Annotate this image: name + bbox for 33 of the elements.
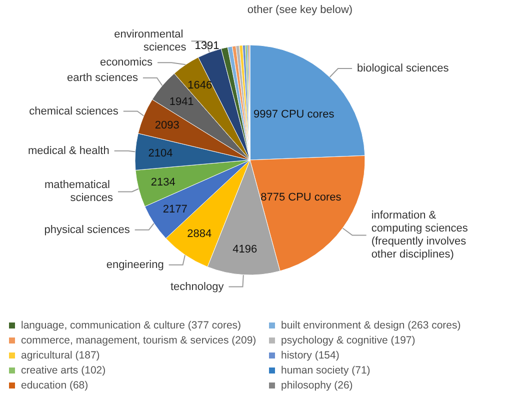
text: other (see key below) xyxy=(247,4,353,16)
data-label: 2104 xyxy=(148,148,173,160)
legend-label: history (154) xyxy=(281,350,340,362)
legend-label: education (68) xyxy=(21,380,88,392)
slice-label: environmental sciences xyxy=(114,28,187,54)
data-label: 2134 xyxy=(150,176,176,188)
legend-label: creative arts (102) xyxy=(21,364,106,376)
data-label: 4196 xyxy=(232,244,258,256)
data-label: 2884 xyxy=(187,228,212,240)
slice-label: economics xyxy=(100,56,154,69)
slice-label: engineering xyxy=(106,258,164,271)
slice-label: medical & health xyxy=(28,144,110,157)
slice-label: technology xyxy=(170,280,224,293)
legend-label: commerce, management, tourism & services (209) xyxy=(21,334,256,346)
data-label: 1646 xyxy=(188,80,212,92)
legend-label: philosophy (26) xyxy=(281,380,353,392)
slice-label: chemical sciences xyxy=(29,105,119,118)
legend-label: psychology & cognitive (197) xyxy=(281,334,416,346)
slice-label: earth sciences xyxy=(67,72,138,84)
slice-label: information & computing sciences (frequently involves other disciplines) xyxy=(371,210,471,261)
data-label: 2177 xyxy=(162,203,188,216)
data-label: 8775 CPU cores xyxy=(260,191,342,204)
legend-label: human society (71) xyxy=(281,364,370,376)
data-label: 1941 xyxy=(169,96,194,108)
data-label: 2093 xyxy=(154,120,180,132)
data-label: 9997 CPU cores xyxy=(253,108,335,120)
slice-label: physical sciences xyxy=(44,224,130,236)
slice-label: biological sciences xyxy=(357,62,450,74)
legend-label: built environment & design (263 cores) xyxy=(281,320,461,332)
legend-label: language, communication & culture (377 cores) xyxy=(21,320,242,332)
data-label: 1391 xyxy=(194,40,220,52)
slice-label: mathematical sciences xyxy=(44,179,114,204)
legend-label: agricultural (187) xyxy=(21,350,100,362)
